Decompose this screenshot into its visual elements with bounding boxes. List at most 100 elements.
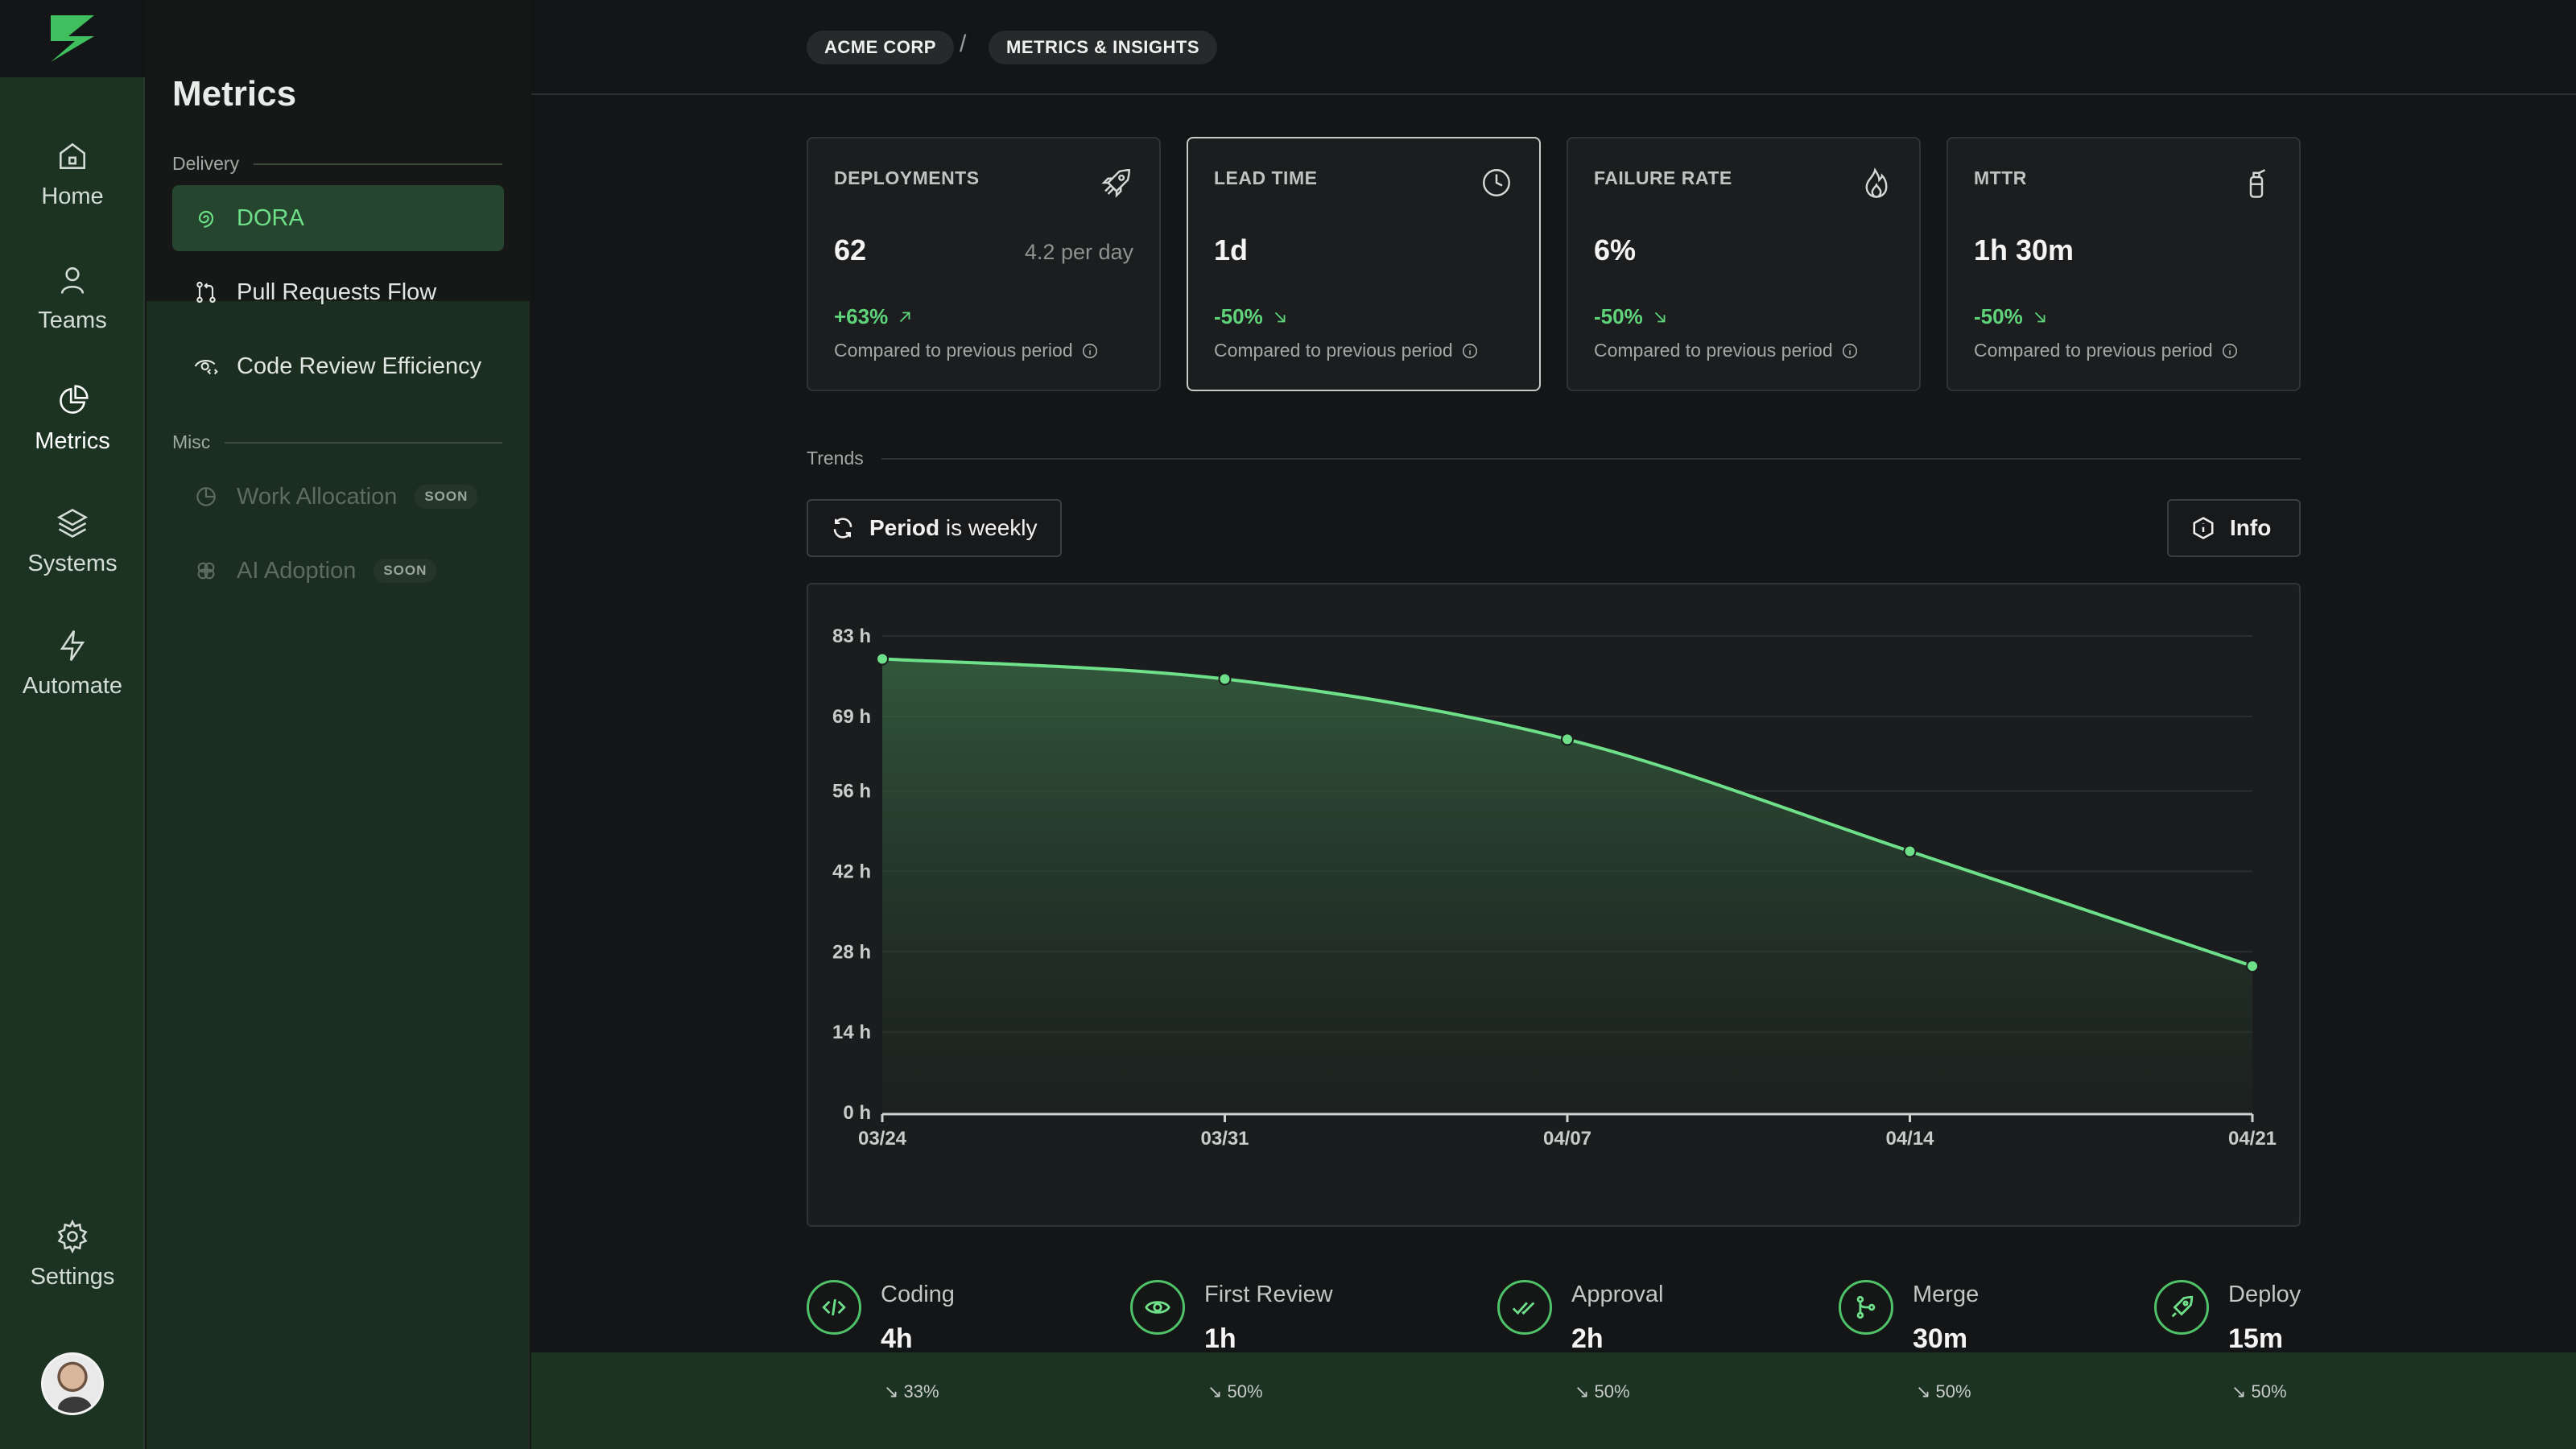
series-area <box>882 658 2252 1113</box>
logo[interactable] <box>0 0 145 77</box>
info-circle-icon[interactable] <box>2221 342 2239 360</box>
sidebar-item-code-review-efficiency[interactable]: Code Review Efficiency <box>172 333 504 399</box>
card-value: 6% <box>1594 233 1637 266</box>
kpi-card-mttr[interactable]: MTTR 1h 30m -50% Compared to previous pe… <box>1946 137 2301 391</box>
rail-label-automate: Automate <box>22 673 123 699</box>
period-button[interactable]: Period is weekly <box>807 499 1062 557</box>
card-compare: Compared to previous period <box>1214 340 1479 361</box>
stage-time: 4h <box>881 1323 913 1354</box>
main-content: ACME CORP / METRICS & INSIGHTS DEPLOYMEN… <box>531 0 2576 1449</box>
breadcrumb: ACME CORP / METRICS & INSIGHTS <box>531 0 2576 95</box>
arrow-down-right-icon <box>2034 312 2046 322</box>
card-compare-text: Compared to previous period <box>1974 340 2213 361</box>
stage-time: 2h <box>1571 1323 1604 1354</box>
y-tick-label: 83 h <box>832 625 871 647</box>
rocket-icon <box>1101 169 1130 198</box>
group-label-misc: Misc <box>172 431 211 452</box>
stage-icon-wrap <box>1497 1280 1552 1335</box>
avatar[interactable] <box>41 1352 104 1415</box>
info-circle-icon[interactable] <box>1081 342 1099 360</box>
soon-badge: SOON <box>374 559 437 583</box>
arrow-down-right-icon <box>1274 312 1286 322</box>
data-point <box>1561 733 1574 746</box>
info-circle-icon[interactable] <box>1461 342 1479 360</box>
x-tick-label: 03/24 <box>858 1128 907 1150</box>
sidebar-item-pull-requests-flow[interactable]: Pull Requests Flow <box>172 259 504 325</box>
info-circle-icon[interactable] <box>1841 342 1859 360</box>
sidebar-item-work-allocation: Work Allocation SOON <box>172 464 504 530</box>
rail-label-home: Home <box>41 184 104 209</box>
card-compare-text: Compared to previous period <box>1214 340 1453 361</box>
stage-icon-wrap <box>2154 1280 2209 1335</box>
x-tick-label: 03/31 <box>1200 1128 1249 1150</box>
sidebar-item-label: Work Allocation <box>237 483 398 510</box>
info-hexagon-icon <box>2193 517 2214 539</box>
cycle-time-stages: Coding 4h ↘ 33% First Review 1h ↘ 50% Ap… <box>531 1272 2576 1449</box>
rail-label-metrics: Metrics <box>35 428 110 454</box>
card-label: LEAD TIME <box>1214 167 1318 188</box>
spiral-icon <box>198 211 214 228</box>
stages-footer-bg <box>531 1352 2576 1449</box>
trends-label-text: Trends <box>807 448 864 469</box>
stage-name: Approval <box>1571 1282 1664 1307</box>
rail-item-automate[interactable]: Automate <box>0 628 145 700</box>
sidebar-item-dora[interactable]: DORA <box>172 185 504 251</box>
y-tick-label: 56 h <box>832 781 871 803</box>
x-tick-label: 04/14 <box>1885 1128 1934 1150</box>
rail-item-metrics[interactable]: Metrics <box>0 383 145 455</box>
breadcrumb-item-acme-corp[interactable]: ACME CORP <box>807 31 954 64</box>
card-value: 1h 30m <box>1974 233 2074 266</box>
group-misc: Misc <box>172 431 502 453</box>
sidebar-title: Metrics <box>172 74 297 114</box>
data-point <box>1903 844 1917 858</box>
card-value: 62 <box>834 233 867 266</box>
stage-time: 15m <box>2228 1323 2284 1354</box>
y-tick-label: 69 h <box>832 706 871 728</box>
fire-extinguisher-icon <box>2249 169 2266 198</box>
period-rest: is weekly <box>939 515 1038 540</box>
x-tick-label: 04/07 <box>1543 1128 1591 1150</box>
card-delta-text: -50% <box>1594 304 1643 328</box>
chart-svg: 0 h 14 h 28 h 42 h 56 h 69 h 83 h 03/24 03/31 04/… <box>832 625 2277 1150</box>
stage-percent: ↘ 50% <box>2231 1381 2287 1402</box>
double-check-icon <box>1512 1302 1535 1315</box>
soon-badge: SOON <box>415 485 478 509</box>
data-point <box>1218 672 1232 686</box>
breadcrumb-separator: / <box>960 31 967 57</box>
info-button[interactable]: Info <box>2167 499 2301 557</box>
x-tick-label: 04/21 <box>2228 1128 2277 1150</box>
sidebar-item-label: Pull Requests Flow <box>237 279 437 305</box>
rail-item-systems[interactable]: Systems <box>0 506 145 577</box>
card-subvalue: 4.2 per day <box>1024 240 1133 264</box>
card-delta-text: -50% <box>1214 304 1263 328</box>
rail-item-settings[interactable]: Settings <box>0 1219 145 1290</box>
stage-percent: ↘ 33% <box>884 1381 939 1402</box>
card-compare-text: Compared to previous period <box>834 340 1073 361</box>
refresh-icon <box>833 518 852 539</box>
eye-code-icon <box>194 360 218 375</box>
card-delta-text: +63% <box>834 304 889 328</box>
logo-icon <box>51 15 94 62</box>
kpi-card-lead-time[interactable]: LEAD TIME 1d -50% Compared to previous p… <box>1187 137 1541 391</box>
bolt-icon <box>60 630 85 662</box>
stage-percent: ↘ 50% <box>1208 1381 1263 1402</box>
icon-rail: Home Teams Metrics Systems Automate Sett… <box>0 0 145 1449</box>
card-label: DEPLOYMENTS <box>834 167 980 188</box>
stage-name: Deploy <box>2228 1282 2301 1307</box>
breadcrumb-item-metrics-insights[interactable]: METRICS & INSIGHTS <box>989 31 1218 64</box>
kpi-card-deployments[interactable]: DEPLOYMENTS 62 4.2 per day +63% Compared… <box>807 137 1161 391</box>
user-icon <box>60 267 85 294</box>
stage-percent: ↘ 50% <box>1575 1381 1630 1402</box>
arrow-down-right-icon <box>1654 312 1666 322</box>
period-strong: Period <box>869 515 940 540</box>
flame-icon <box>1865 167 1888 198</box>
kpi-card-failure-rate[interactable]: FAILURE RATE 6% -50% Compared to previou… <box>1567 137 1921 391</box>
lead-time-trend-chart: 0 h 14 h 28 h 42 h 56 h 69 h 83 h 03/24 03/31 04/… <box>807 583 2301 1227</box>
rail-item-teams[interactable]: Teams <box>0 262 145 334</box>
card-delta: +63% <box>834 304 914 329</box>
rail-item-home[interactable]: Home <box>0 138 145 210</box>
stage-name: First Review <box>1204 1282 1333 1307</box>
stage-icon-wrap <box>807 1280 861 1335</box>
sidebar-item-ai-adoption: AI Adoption SOON <box>172 538 504 604</box>
card-label: FAILURE RATE <box>1594 167 1732 188</box>
